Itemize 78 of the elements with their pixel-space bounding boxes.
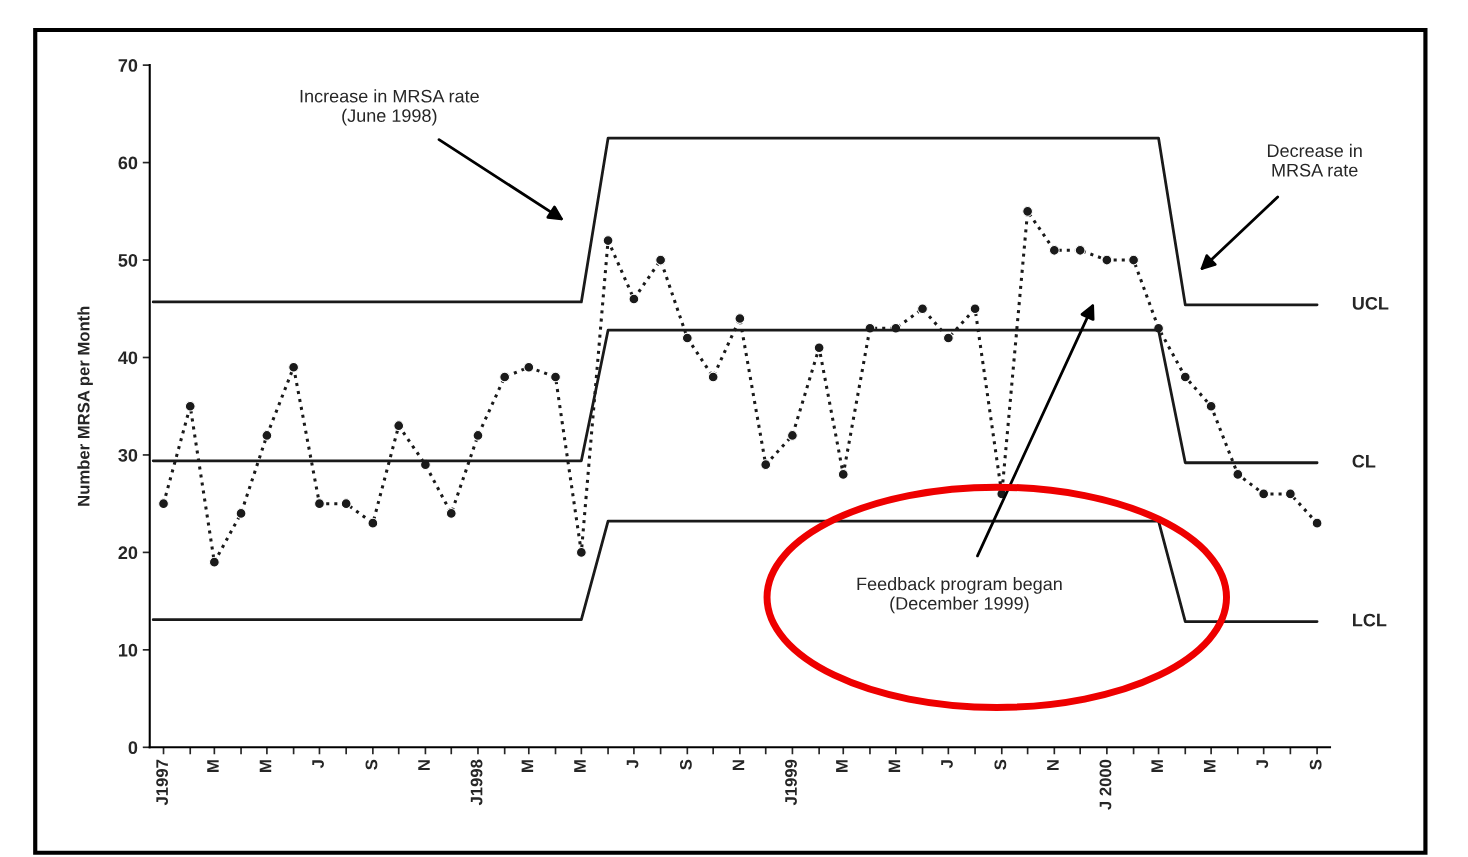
x-tick-label: M (574, 760, 586, 772)
point (158, 498, 169, 510)
point (602, 235, 614, 246)
point (681, 332, 693, 344)
annotation: Increase in MRSA rate (June 1998) (300, 89, 479, 126)
x-tick-label: J 2000 (1099, 759, 1112, 810)
point (734, 313, 746, 324)
point (1258, 488, 1270, 500)
point (1205, 400, 1217, 412)
x-tick-label: M (888, 760, 901, 772)
y-tick-label: 70 (118, 59, 138, 72)
point (235, 508, 247, 519)
point (367, 517, 379, 529)
point (837, 469, 849, 480)
point (1311, 517, 1323, 529)
point (472, 430, 484, 441)
point (813, 342, 825, 354)
point (340, 498, 352, 510)
x-tick-label: N (418, 760, 430, 771)
point (208, 556, 220, 568)
point (523, 361, 535, 373)
x-tick-label: J (1256, 760, 1269, 769)
point (499, 371, 511, 383)
point (969, 303, 981, 315)
point (917, 303, 928, 315)
series-label: LCL (1353, 613, 1387, 627)
point (1022, 205, 1033, 217)
y-tick-label: 0 (128, 741, 138, 755)
x-tick-label: N (1047, 760, 1059, 771)
y-tick-label: 40 (118, 351, 138, 365)
y-axis-title: Number MRSA per Month (77, 306, 93, 506)
point (787, 430, 798, 441)
point (445, 508, 457, 519)
x-tick-label: J (626, 760, 639, 769)
point (393, 420, 405, 432)
point (1101, 254, 1113, 266)
point (184, 400, 196, 412)
point (1074, 244, 1086, 256)
point (1128, 254, 1139, 266)
point (1179, 371, 1191, 383)
x-tick-label: M (259, 760, 272, 772)
point (288, 361, 299, 373)
x-tick-label: M (207, 760, 219, 772)
annotation: Decrease in MRSA rate (1267, 143, 1362, 177)
x-tick-label: J1997 (156, 759, 168, 806)
point (550, 371, 561, 383)
x-tick-label: S (994, 759, 1007, 770)
series-label: UCL (1352, 296, 1389, 310)
point (314, 498, 325, 510)
x-tick-label: J (941, 760, 953, 769)
point (942, 332, 954, 344)
series-label: CL (1352, 454, 1376, 468)
x-tick-label: M (1203, 760, 1216, 772)
point (1285, 488, 1296, 500)
x-tick-label: J (312, 760, 324, 769)
x-tick-label: J1998 (470, 759, 483, 806)
x-tick-label: S (1309, 759, 1322, 770)
x-tick-label: M (1151, 760, 1163, 772)
x-tick-label: S (365, 759, 378, 770)
point (1048, 244, 1060, 256)
point (760, 459, 772, 471)
x-tick-label: M (836, 760, 848, 772)
x-tick-label: N (732, 760, 745, 771)
y-tick-label: 60 (118, 156, 138, 170)
y-tick-label: 20 (118, 546, 138, 560)
x-tick-label: M (521, 760, 534, 772)
y-tick-label: 50 (118, 253, 138, 267)
y-tick-label: 30 (118, 448, 138, 462)
point (1232, 469, 1244, 480)
point (575, 547, 587, 558)
point (628, 293, 640, 305)
point (655, 254, 666, 266)
point (261, 430, 273, 441)
point (707, 371, 719, 383)
y-tick-label: 10 (118, 643, 138, 657)
x-tick-label: S (679, 759, 692, 770)
x-tick-label: J1999 (785, 759, 797, 806)
annotation: Feedback program began (December 1999) (857, 577, 1062, 614)
